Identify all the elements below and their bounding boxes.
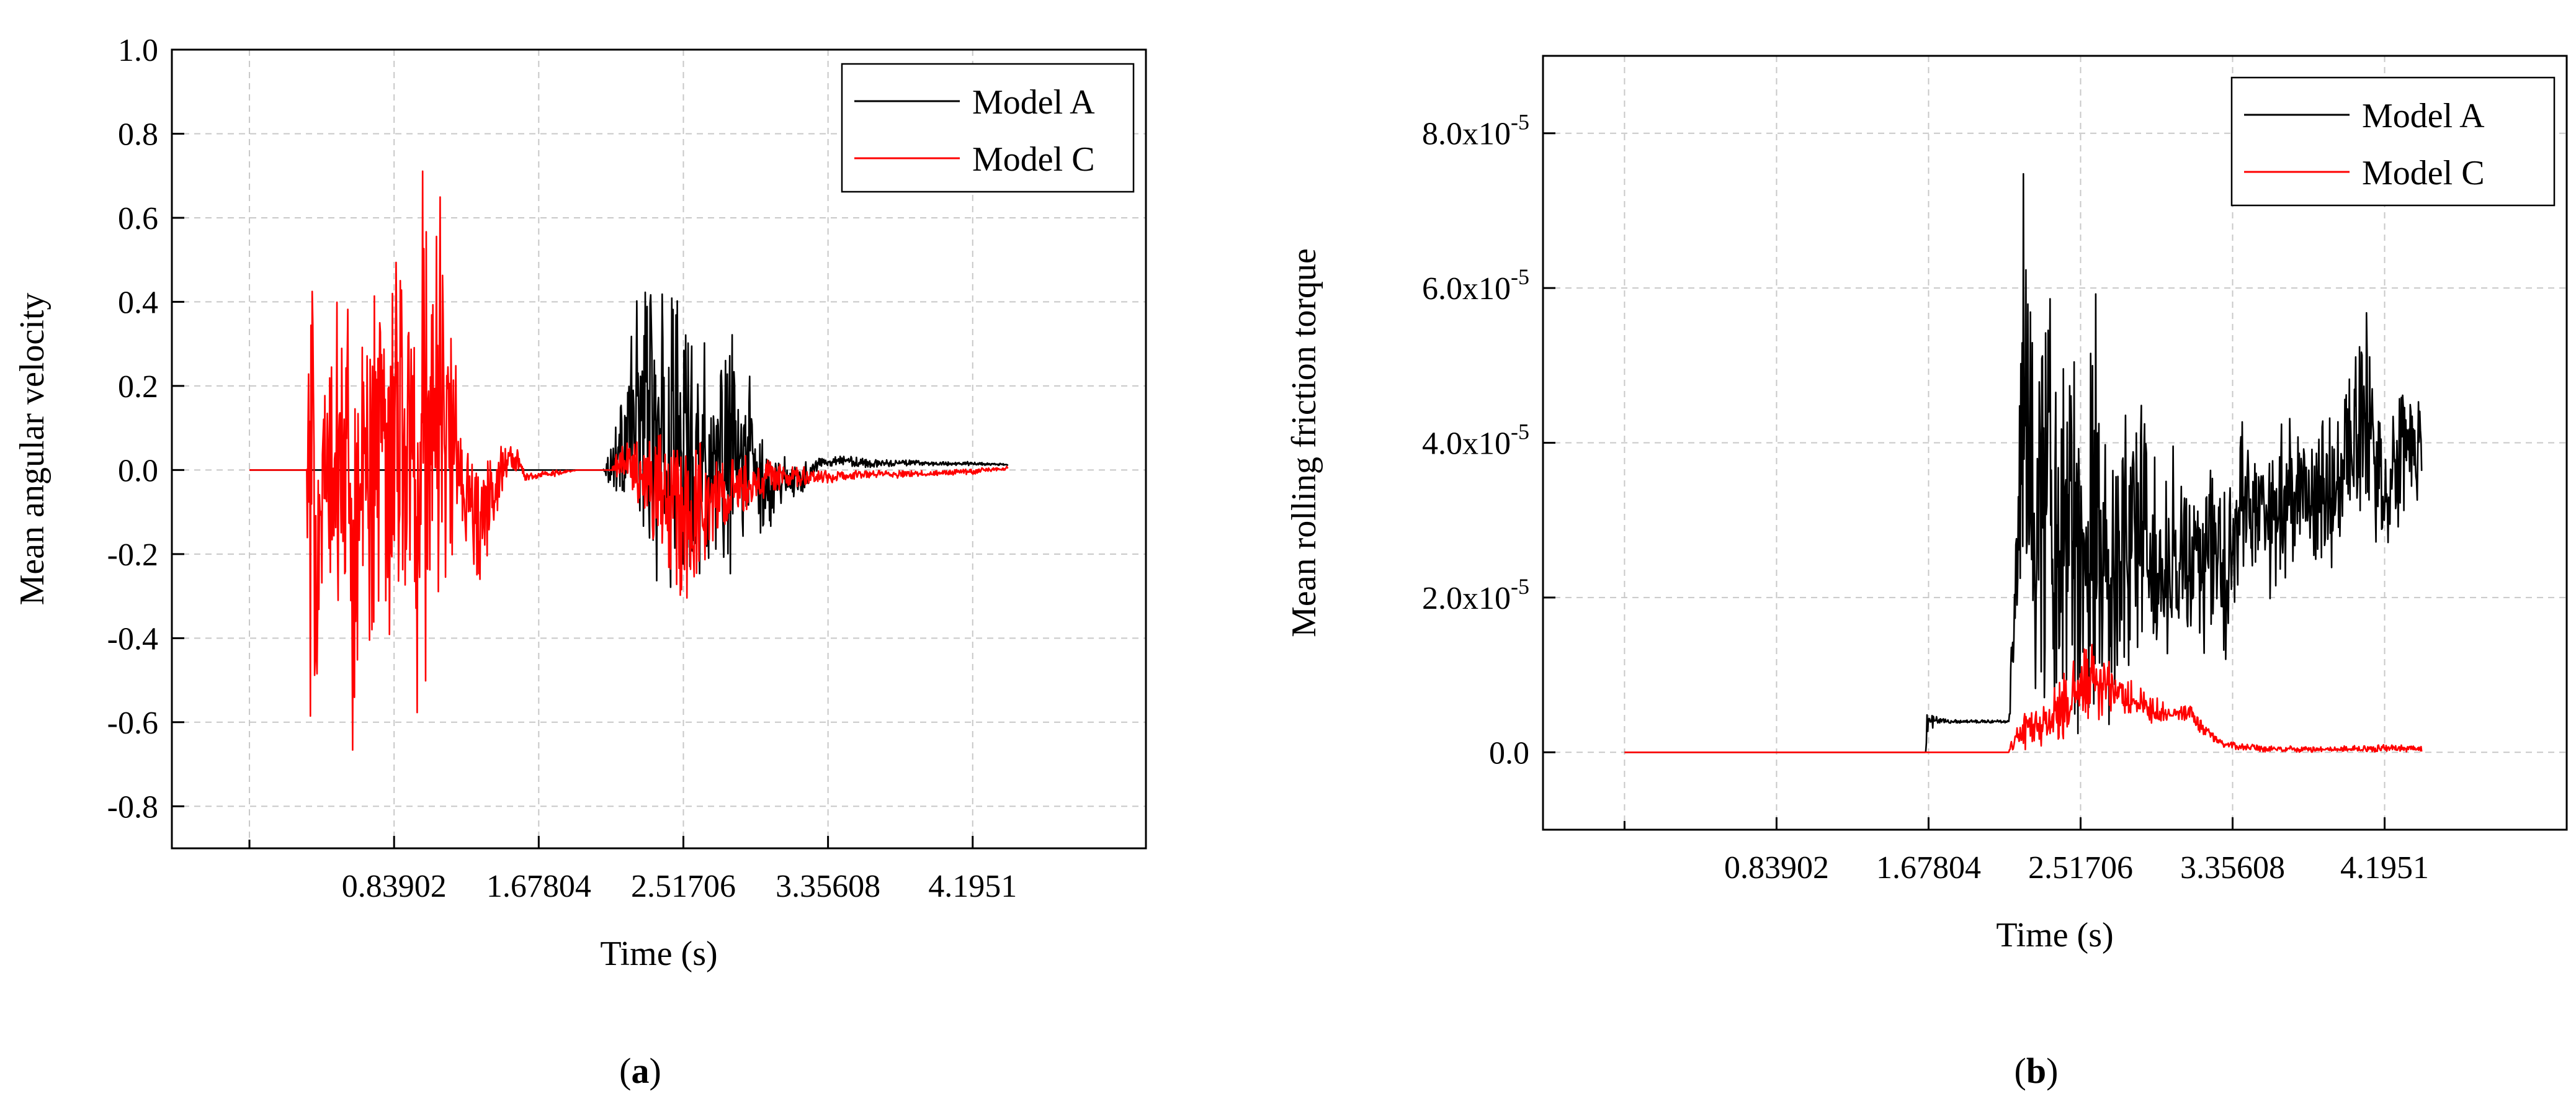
y-tick-label: -0.2 [107, 537, 158, 573]
y-tick-label: 0.0 [1489, 735, 1529, 771]
y-tick-label: 8.0x10-5 [1422, 110, 1529, 152]
panel-label: (a) [619, 1051, 661, 1091]
y-tick-label: 6.0x10-5 [1422, 264, 1529, 307]
x-axis: 0.83902 1.67804 2.51706 3.35608 4.1951 [1623, 817, 2429, 886]
x-axis-title: Time (s) [600, 935, 717, 973]
chart-panel-a: 0.83902 1.67804 2.51706 3.35608 4.1951 1.0 0.8… [13, 33, 1147, 1091]
y-tick-label: 0.4 [118, 285, 158, 320]
legend-label: Model C [2362, 154, 2485, 192]
y-axis-title: Mean rolling friction torque [1285, 248, 1323, 637]
y-tick-base: 4.0x10 [1422, 426, 1511, 462]
y-tick-base: 6.0x10 [1422, 271, 1511, 307]
x-tick-label: 4.1951 [928, 869, 1017, 904]
x-tick-label: 2.51706 [631, 869, 736, 904]
y-tick-label: 0.6 [118, 201, 158, 236]
legend-label: Model A [972, 83, 1095, 122]
series-line-model-c [249, 170, 1009, 751]
y-tick-label: 4.0x10-5 [1422, 420, 1529, 462]
legend: Model A Model C [841, 63, 1135, 193]
series-line-model-c [1624, 644, 2423, 753]
y-axis: 8.0x10-56.0x10-54.0x10-52.0x10-50.0 [1422, 110, 1555, 771]
panel-label-close: ) [2046, 1051, 2058, 1091]
y-axis: 1.0 0.8 0.6 0.4 0.2 0.0 -0.2 -0.4 -0.6 -0.8 [107, 33, 184, 825]
panel-label-letter: a [632, 1051, 650, 1091]
y-tick-label: 2.0x10-5 [1422, 574, 1529, 616]
panel-label-open: ( [619, 1051, 631, 1091]
y-tick-label: -0.8 [107, 789, 158, 825]
y-tick-label: -0.6 [107, 706, 158, 741]
panel-label-letter: b [2026, 1051, 2046, 1091]
legend-box [2230, 76, 2556, 207]
legend-box [841, 63, 1135, 193]
chart-panel-b: 0.83902 1.67804 2.51706 3.35608 4.1951 8.0x10… [1285, 55, 2568, 1091]
x-tick-label: 3.35608 [2180, 850, 2285, 886]
y-tick-exponent: -5 [1511, 420, 1529, 444]
x-tick-label: 0.83902 [1724, 850, 1829, 886]
x-axis-title: Time (s) [1996, 916, 2113, 954]
plot-frame [171, 48, 1147, 850]
y-tick-label: 0.8 [118, 117, 158, 152]
y-tick-label: 1.0 [118, 33, 158, 68]
y-tick-base: 0.0 [1489, 735, 1529, 771]
x-tick-label: 2.51706 [2028, 850, 2133, 886]
x-tick-label: 4.1951 [2340, 850, 2429, 886]
y-tick-exponent: -5 [1511, 110, 1529, 135]
legend-label: Model A [2362, 97, 2485, 135]
y-tick-label: -0.4 [107, 621, 158, 657]
y-tick-label: 0.2 [118, 369, 158, 405]
panel-label-close: ) [650, 1051, 661, 1091]
panel-label-open: ( [2015, 1051, 2026, 1091]
legend-label: Model C [972, 140, 1095, 179]
panel-label: (b) [2015, 1051, 2059, 1091]
y-tick-exponent: -5 [1511, 574, 1529, 599]
y-axis-title: Mean angular velocity [13, 293, 51, 606]
x-tick-label: 1.67804 [1876, 850, 1981, 886]
legend: Model A Model C [2230, 76, 2556, 207]
y-tick-exponent: -5 [1511, 264, 1529, 289]
y-tick-label: 0.0 [118, 453, 158, 488]
x-axis: 0.83902 1.67804 2.51706 3.35608 4.1951 [248, 836, 1017, 904]
x-tick-label: 0.83902 [342, 869, 447, 904]
x-tick-label: 1.67804 [486, 869, 591, 904]
y-tick-base: 2.0x10 [1422, 581, 1511, 616]
y-tick-base: 8.0x10 [1422, 117, 1511, 152]
x-tick-label: 3.35608 [776, 869, 880, 904]
